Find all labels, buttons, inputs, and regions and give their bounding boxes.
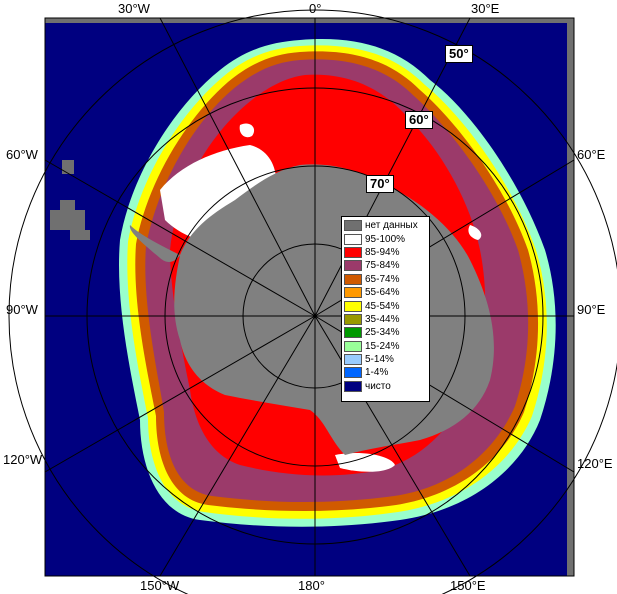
legend-item: чисто [344, 380, 427, 393]
legend-label: 35-44% [365, 313, 400, 325]
lon-label-150w: 150°W [140, 578, 180, 593]
legend-item: 85-94% [344, 246, 427, 259]
legend: нет данных 95-100% 85-94% 75-84% 65-74% 55-64… [341, 216, 430, 402]
legend-swatch [344, 380, 362, 392]
legend-label: 65-74% [365, 273, 400, 285]
south-america-fragments [50, 160, 90, 240]
legend-item: 5-14% [344, 353, 427, 366]
legend-swatch [344, 367, 362, 379]
legend-item: 65-74% [344, 273, 427, 286]
legend-swatch [344, 354, 362, 366]
legend-swatch [344, 327, 362, 339]
legend-label: 5-14% [365, 354, 394, 366]
legend-item: 25-34% [344, 326, 427, 339]
legend-label: 25-34% [365, 327, 400, 339]
lat-label-70: 70° [366, 175, 394, 193]
ice-patch-95-south [335, 453, 395, 472]
legend-swatch [344, 313, 362, 325]
legend-item: 15-24% [344, 340, 427, 353]
lon-label-120e: 120°E [577, 456, 613, 471]
legend-swatch [344, 300, 362, 312]
legend-item: 1-4% [344, 366, 427, 379]
ice-patch-95-north [239, 123, 255, 138]
legend-label: 1-4% [365, 367, 389, 379]
legend-swatch [344, 246, 362, 258]
no-data-strip [45, 18, 574, 23]
legend-label: 75-84% [365, 260, 400, 272]
lon-label-60w: 60°W [6, 147, 38, 162]
lat-label-50: 50° [445, 45, 473, 63]
map-frame [44, 17, 575, 577]
legend-swatch [344, 287, 362, 299]
legend-item: 75-84% [344, 259, 427, 272]
legend-swatch [344, 273, 362, 285]
legend-label: 95-100% [365, 233, 406, 245]
legend-label: 55-64% [365, 287, 400, 299]
ice-patch-95-east [468, 225, 482, 240]
antarctic-peninsula [129, 225, 180, 262]
legend-item: нет данных [344, 219, 427, 232]
legend-swatch [344, 233, 362, 245]
lon-label-120w: 120°W [3, 452, 43, 467]
legend-label: 15-24% [365, 340, 400, 352]
legend-label: чисто [365, 380, 391, 392]
legend-item: 55-64% [344, 286, 427, 299]
legend-item: 95-100% [344, 232, 427, 245]
lon-label-30w: 30°W [118, 1, 150, 16]
legend-swatch [344, 220, 362, 232]
lat-label-60: 60° [405, 111, 433, 129]
lon-label-30e: 30°E [471, 1, 500, 16]
legend-label: 85-94% [365, 246, 400, 258]
legend-swatch [344, 260, 362, 272]
legend-item: 45-54% [344, 299, 427, 312]
no-data-strip-right [567, 18, 574, 576]
lon-label-60e: 60°E [577, 147, 606, 162]
lon-label-180: 180° [298, 578, 325, 593]
legend-label: нет данных [365, 220, 418, 232]
lon-label-90w: 90°W [6, 302, 38, 317]
legend-swatch [344, 340, 362, 352]
lon-label-150e: 150°E [450, 578, 486, 593]
lon-label-90e: 90°E [577, 302, 606, 317]
lon-label-0: 0° [309, 1, 322, 16]
legend-item: 35-44% [344, 313, 427, 326]
legend-label: 45-54% [365, 300, 400, 312]
